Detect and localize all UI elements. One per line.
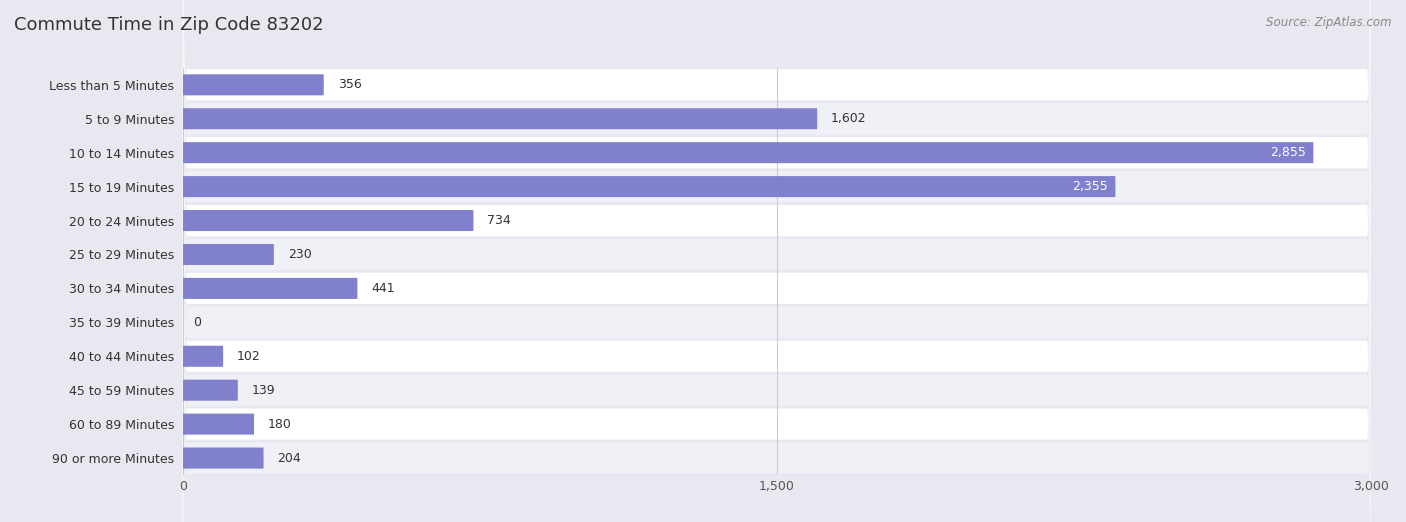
FancyBboxPatch shape bbox=[183, 32, 1371, 522]
FancyBboxPatch shape bbox=[183, 413, 254, 435]
Text: 204: 204 bbox=[277, 452, 301, 465]
Text: 2,355: 2,355 bbox=[1071, 180, 1108, 193]
FancyBboxPatch shape bbox=[183, 0, 1371, 522]
FancyBboxPatch shape bbox=[183, 278, 357, 299]
Text: Commute Time in Zip Code 83202: Commute Time in Zip Code 83202 bbox=[14, 16, 323, 33]
FancyBboxPatch shape bbox=[183, 108, 817, 129]
Text: 230: 230 bbox=[288, 248, 312, 261]
FancyBboxPatch shape bbox=[183, 210, 474, 231]
FancyBboxPatch shape bbox=[183, 0, 1371, 522]
Text: 0: 0 bbox=[193, 316, 201, 329]
FancyBboxPatch shape bbox=[183, 134, 1371, 522]
Text: 139: 139 bbox=[252, 384, 276, 397]
FancyBboxPatch shape bbox=[183, 244, 274, 265]
Text: 734: 734 bbox=[488, 214, 510, 227]
FancyBboxPatch shape bbox=[183, 0, 1371, 522]
FancyBboxPatch shape bbox=[183, 100, 1371, 522]
FancyBboxPatch shape bbox=[183, 0, 1371, 511]
FancyBboxPatch shape bbox=[183, 0, 1371, 522]
Text: Source: ZipAtlas.com: Source: ZipAtlas.com bbox=[1267, 16, 1392, 29]
Text: 180: 180 bbox=[269, 418, 292, 431]
FancyBboxPatch shape bbox=[183, 66, 1371, 522]
Text: 441: 441 bbox=[371, 282, 395, 295]
FancyBboxPatch shape bbox=[183, 0, 1371, 409]
FancyBboxPatch shape bbox=[183, 74, 323, 96]
FancyBboxPatch shape bbox=[183, 0, 1371, 443]
Text: 102: 102 bbox=[238, 350, 260, 363]
FancyBboxPatch shape bbox=[183, 447, 263, 469]
Text: 2,855: 2,855 bbox=[1270, 146, 1306, 159]
FancyBboxPatch shape bbox=[183, 142, 1313, 163]
FancyBboxPatch shape bbox=[183, 346, 224, 367]
Text: 1,602: 1,602 bbox=[831, 112, 866, 125]
FancyBboxPatch shape bbox=[183, 379, 238, 401]
FancyBboxPatch shape bbox=[183, 0, 1371, 477]
FancyBboxPatch shape bbox=[183, 176, 1115, 197]
Text: 356: 356 bbox=[337, 78, 361, 91]
